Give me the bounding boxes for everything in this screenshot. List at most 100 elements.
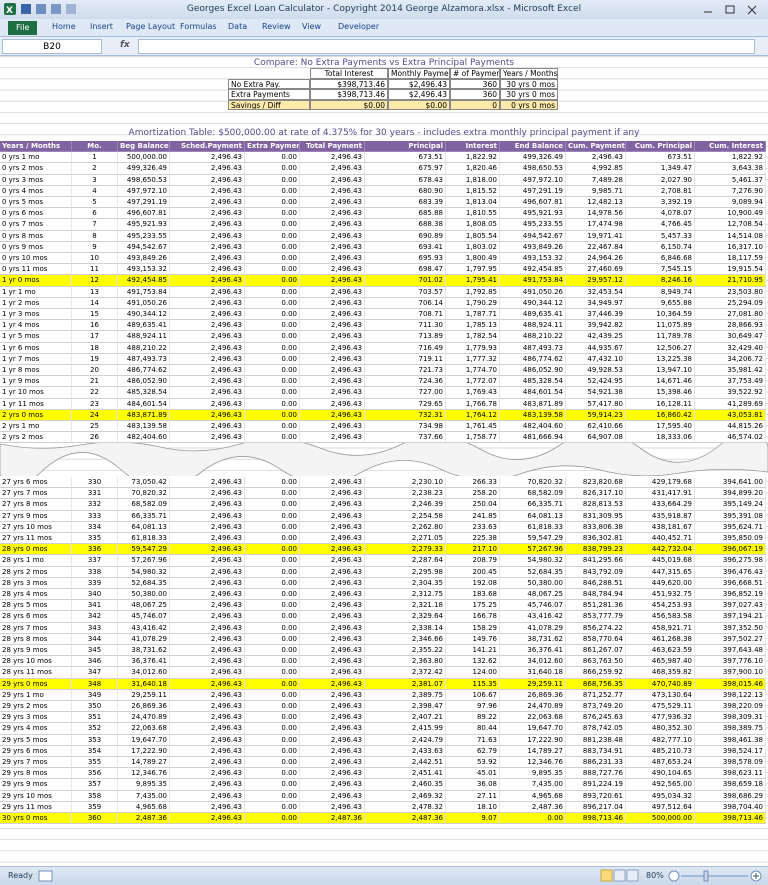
table-cell[interactable]: 29 yrs 2 mos bbox=[0, 701, 72, 713]
table-cell: 2,469.32 bbox=[365, 790, 446, 802]
table-cell[interactable]: 0 yrs 10 mos bbox=[0, 253, 72, 265]
table-cell: 2,496.43 bbox=[170, 275, 245, 287]
table-cell[interactable]: 0 yrs 11 mos bbox=[0, 264, 72, 276]
ribbon-tab[interactable]: Developer bbox=[338, 22, 380, 31]
table-cell: 395,149.24 bbox=[695, 499, 766, 511]
table-cell[interactable]: 27 yrs 11 mos bbox=[0, 533, 72, 545]
table-cell[interactable]: 1 yr 9 mos bbox=[0, 376, 72, 388]
ribbon-tab[interactable]: File bbox=[8, 21, 38, 35]
compare-cell: $398,713.46 bbox=[310, 78, 388, 89]
table-cell[interactable]: 2 yrs 0 mos bbox=[0, 409, 72, 421]
table-cell[interactable]: 27 yrs 10 mos bbox=[0, 521, 72, 533]
table-cell: 2,415.99 bbox=[365, 723, 446, 735]
table-cell[interactable]: 1 yr 10 mos bbox=[0, 387, 72, 399]
table-cell[interactable]: 0 yrs 5 mos bbox=[0, 197, 72, 209]
table-cell: 66,335.71 bbox=[500, 499, 566, 511]
table-cell[interactable]: 29 yrs 9 mos bbox=[0, 779, 72, 791]
table-cell[interactable]: 28 yrs 9 mos bbox=[0, 645, 72, 657]
table-cell: 2,496.43 bbox=[170, 611, 245, 623]
table-cell[interactable]: 1 yr 4 mos bbox=[0, 320, 72, 332]
table-cell[interactable]: 0 yrs 3 mos bbox=[0, 174, 72, 186]
table-cell: 0.00 bbox=[245, 689, 300, 701]
table-cell[interactable]: 0 yrs 6 mos bbox=[0, 208, 72, 220]
table-cell: 13,947.10 bbox=[626, 365, 695, 377]
table-cell[interactable]: 1 yr 8 mos bbox=[0, 365, 72, 377]
table-cell[interactable]: 28 yrs 11 mos bbox=[0, 667, 72, 679]
table-cell: 680.90 bbox=[365, 185, 446, 197]
table-cell[interactable]: 28 yrs 8 mos bbox=[0, 633, 72, 645]
table-cell[interactable]: 28 yrs 0 mos bbox=[0, 544, 72, 556]
table-cell[interactable]: 1 yr 1 mo bbox=[0, 286, 72, 298]
table-cell: 716.49 bbox=[365, 342, 446, 354]
name-box[interactable]: B20 bbox=[2, 39, 102, 54]
table-cell[interactable]: 29 yrs 10 mos bbox=[0, 790, 72, 802]
ribbon-tab[interactable]: Home bbox=[52, 22, 76, 31]
ribbon-tab[interactable]: Review bbox=[262, 22, 291, 31]
view-buttons[interactable] bbox=[600, 869, 640, 883]
ribbon-tab[interactable]: View bbox=[302, 22, 321, 31]
table-cell[interactable]: 29 yrs 6 mos bbox=[0, 745, 72, 757]
table-cell: 398,309.31 bbox=[695, 712, 766, 724]
table-cell: 59,914.23 bbox=[566, 409, 626, 421]
table-cell[interactable]: 28 yrs 1 mo bbox=[0, 555, 72, 567]
table-cell: 2,496.43 bbox=[300, 421, 365, 433]
table-cell[interactable]: 29 yrs 11 mos bbox=[0, 801, 72, 813]
table-cell[interactable]: 28 yrs 7 mos bbox=[0, 622, 72, 634]
table-cell[interactable]: 2 yrs 1 mo bbox=[0, 421, 72, 433]
table-cell: 2,381.07 bbox=[365, 678, 446, 690]
table-cell[interactable]: 29 yrs 3 mos bbox=[0, 712, 72, 724]
formula-input[interactable] bbox=[138, 39, 755, 54]
table-cell: 11,075.89 bbox=[626, 320, 695, 332]
table-cell[interactable]: 29 yrs 0 mos bbox=[0, 678, 72, 690]
table-cell[interactable]: 27 yrs 6 mos bbox=[0, 477, 72, 489]
amortization-title: Amortization Table: $500,000.00 at rate … bbox=[128, 128, 640, 138]
table-cell: 124.00 bbox=[446, 667, 500, 679]
table-cell: 0.00 bbox=[245, 387, 300, 399]
table-cell: 833,806.38 bbox=[566, 521, 626, 533]
table-cell: 24,964.26 bbox=[566, 253, 626, 265]
ribbon-tab[interactable]: Formulas bbox=[180, 22, 217, 31]
table-cell[interactable]: 27 yrs 9 mos bbox=[0, 510, 72, 522]
table-cell[interactable]: 1 yr 5 mos bbox=[0, 331, 72, 343]
fx-button[interactable]: fx bbox=[120, 40, 130, 50]
table-cell[interactable]: 0 yrs 4 mos bbox=[0, 185, 72, 197]
table-cell[interactable]: 29 yrs 8 mos bbox=[0, 768, 72, 780]
table-cell[interactable]: 1 yr 3 mos bbox=[0, 309, 72, 321]
table-cell[interactable]: 0 yrs 7 mos bbox=[0, 219, 72, 231]
window-controls[interactable] bbox=[700, 3, 764, 16]
zoom-slider[interactable] bbox=[668, 869, 764, 883]
table-cell: 2,496.43 bbox=[300, 633, 365, 645]
table-cell[interactable]: 1 yr 6 mos bbox=[0, 342, 72, 354]
table-cell: 45.01 bbox=[446, 768, 500, 780]
table-cell: 37,753.49 bbox=[695, 376, 766, 388]
table-cell[interactable]: 1 yr 2 mos bbox=[0, 297, 72, 309]
table-cell[interactable]: 28 yrs 4 mos bbox=[0, 589, 72, 601]
table-cell[interactable]: 28 yrs 10 mos bbox=[0, 656, 72, 668]
table-cell: 458,921.71 bbox=[626, 622, 695, 634]
table-cell[interactable]: 29 yrs 1 mo bbox=[0, 689, 72, 701]
table-cell[interactable]: 0 yrs 1 mo bbox=[0, 152, 72, 164]
table-cell[interactable]: 28 yrs 5 mos bbox=[0, 600, 72, 612]
ribbon-tab[interactable]: Data bbox=[228, 22, 248, 31]
ribbon-tab[interactable]: Page Layout bbox=[126, 22, 176, 31]
table-cell[interactable]: 29 yrs 5 mos bbox=[0, 734, 72, 746]
table-cell[interactable]: 28 yrs 3 mos bbox=[0, 577, 72, 589]
table-cell[interactable]: 0 yrs 2 mos bbox=[0, 163, 72, 175]
table-cell[interactable]: 0 yrs 9 mos bbox=[0, 241, 72, 253]
table-cell[interactable]: 1 yr 0 mos bbox=[0, 275, 72, 287]
table-cell[interactable]: 28 yrs 6 mos bbox=[0, 611, 72, 623]
table-cell: 395,624.71 bbox=[695, 521, 766, 533]
table-cell[interactable]: 1 yr 7 mos bbox=[0, 353, 72, 365]
table-cell[interactable]: 30 yrs 0 mos bbox=[0, 813, 72, 825]
table-cell[interactable]: 29 yrs 7 mos bbox=[0, 757, 72, 769]
table-cell[interactable]: 27 yrs 8 mos bbox=[0, 499, 72, 511]
ribbon-tab[interactable]: Insert bbox=[90, 22, 113, 31]
table-cell[interactable]: 29 yrs 4 mos bbox=[0, 723, 72, 735]
table-cell[interactable]: 0 yrs 8 mos bbox=[0, 230, 72, 242]
table-cell: 0.00 bbox=[245, 499, 300, 511]
macro-icon[interactable] bbox=[36, 869, 56, 883]
table-cell[interactable]: 2 yrs 2 mos bbox=[0, 432, 72, 444]
table-cell[interactable]: 28 yrs 2 mos bbox=[0, 566, 72, 578]
table-cell[interactable]: 27 yrs 7 mos bbox=[0, 488, 72, 500]
table-cell[interactable]: 1 yr 11 mos bbox=[0, 398, 72, 410]
